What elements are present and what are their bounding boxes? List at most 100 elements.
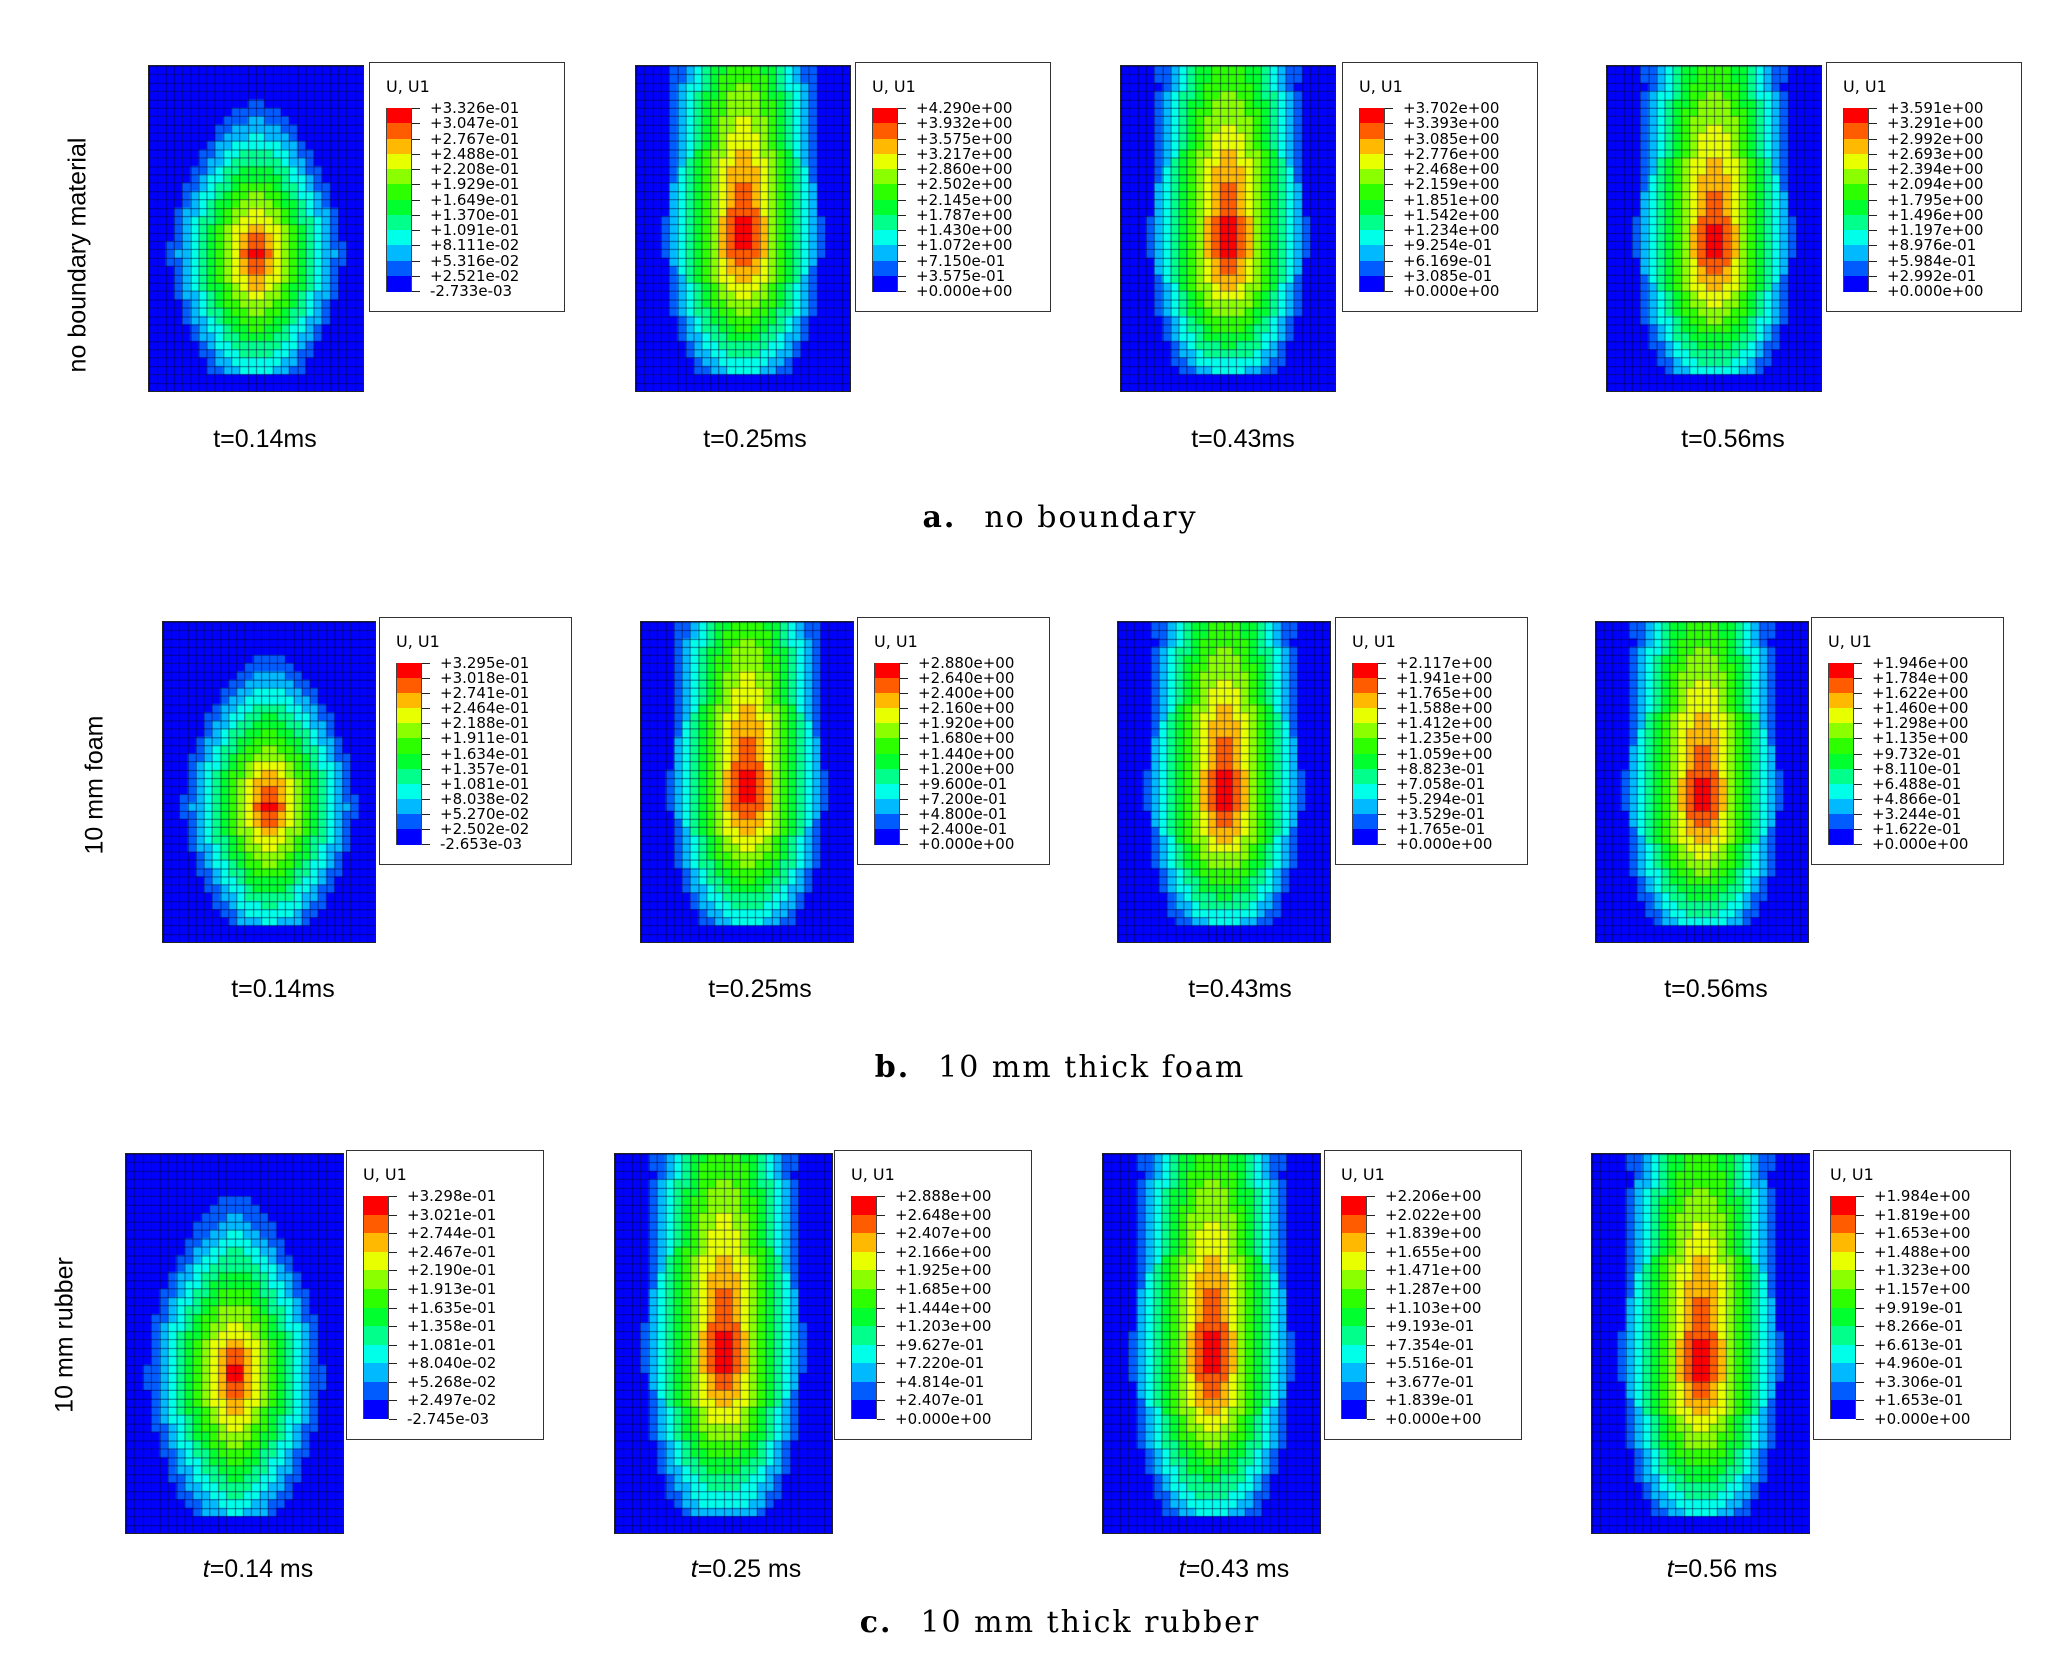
legend-tick: [1367, 1233, 1375, 1235]
legend-value: +2.022e+00: [1385, 1205, 1482, 1224]
legend-tick: [1378, 708, 1386, 710]
legend-swatch: [1341, 1288, 1367, 1308]
legend-value: +2.693e+00: [1887, 144, 1984, 163]
legend-value: +1.091e-01: [430, 221, 520, 239]
legend-swatch: [386, 275, 412, 292]
legend-value: +4.800e-01: [918, 804, 1008, 823]
legend-swatch: [1352, 693, 1378, 710]
legend-tick: [1856, 1251, 1864, 1253]
legend-value: +2.648e+00: [895, 1205, 992, 1224]
legend-swatch: [1359, 275, 1385, 292]
caption-letter: b.: [874, 1050, 911, 1085]
legend-title: U, U1: [1341, 1165, 1385, 1184]
legend-swatch: [396, 663, 422, 679]
legend-value: +1.851e+00: [1403, 190, 1500, 209]
legend-tick: [877, 1363, 885, 1365]
legend-tick: [877, 1251, 885, 1253]
legend-swatch: [874, 708, 900, 725]
legend-swatch: [851, 1344, 877, 1364]
legend-title: U, U1: [1828, 632, 1872, 651]
legend-tick: [1378, 813, 1386, 815]
legend-tick: [1378, 798, 1386, 800]
legend-value: +9.600e-01: [918, 774, 1008, 793]
time-value: =0.14 ms: [209, 1555, 314, 1583]
time-label: t=0.14 ms: [203, 1555, 313, 1584]
legend-swatch: [1828, 663, 1854, 679]
legend-swatch: [1828, 708, 1854, 725]
legend-swatch: [874, 678, 900, 695]
legend-swatch: [1352, 723, 1378, 740]
legend-value: -2.653e-03: [440, 835, 523, 853]
legend-tick: [877, 1344, 885, 1346]
time-label: t=0.56 ms: [1667, 1555, 1777, 1584]
legend-swatch: [363, 1307, 389, 1327]
legend-tick: [900, 708, 908, 710]
legend-tick: [1854, 708, 1862, 710]
legend-tick: [900, 844, 908, 845]
row-label: 10 mm rubber: [50, 1257, 79, 1413]
legend-value: +0.000e+00: [918, 835, 1015, 853]
legend-swatch: [1359, 199, 1385, 216]
legend-value: +1.649e-01: [430, 190, 520, 209]
caption-text: 10 mm thick rubber: [920, 1605, 1261, 1640]
legend-value: +9.732e-01: [1872, 744, 1962, 763]
legend-swatch: [396, 708, 422, 725]
legend-value: +2.488e-01: [430, 144, 520, 163]
legend-tick: [900, 798, 908, 800]
legend-tick: [1854, 663, 1862, 664]
legend-swatch: [1843, 245, 1869, 262]
legend-value: +3.298e-01: [407, 1187, 497, 1205]
legend-value: +4.814e-01: [895, 1372, 985, 1391]
legend-swatch: [1843, 123, 1869, 140]
legend-swatch: [1830, 1288, 1856, 1308]
contour-plot: [615, 1154, 832, 1533]
legend-swatch: [363, 1363, 389, 1383]
legend-swatch: [1843, 275, 1869, 292]
legend-swatch: [363, 1270, 389, 1290]
legend-tick: [1378, 768, 1386, 770]
legend-swatch: [396, 678, 422, 695]
legend-swatch: [1828, 768, 1854, 785]
legend-swatch: [1830, 1196, 1856, 1215]
legend-swatch: [386, 230, 412, 246]
legend-swatch: [1843, 184, 1869, 201]
legend-tick: [1856, 1419, 1864, 1420]
legend-tick: [1854, 753, 1862, 755]
legend-swatch: [1341, 1363, 1367, 1383]
legend-value: +1.370e-01: [430, 205, 520, 224]
legend-value: +5.316e-02: [430, 251, 520, 270]
legend-value: +0.000e+00: [1887, 282, 1984, 300]
legend-swatch: [1341, 1326, 1367, 1346]
legend-swatch: [1830, 1326, 1856, 1346]
legend-swatch: [386, 153, 412, 170]
time-label: t=0.43ms: [1188, 975, 1292, 1004]
legend-value: +1.941e+00: [1396, 669, 1493, 688]
color-legend: U, U1 +3.298e-01 +3.021e-01 +2.744e-01 +2.46…: [346, 1150, 544, 1440]
legend-swatch: [1352, 783, 1378, 800]
row-caption: b. 10 mm thick foam: [875, 1050, 1246, 1085]
legend-value: +1.460e+00: [1872, 699, 1969, 718]
legend-value: +1.588e+00: [1396, 699, 1493, 718]
legend-swatch: [1830, 1400, 1856, 1420]
legend-tick: [1378, 753, 1386, 755]
legend-tick: [900, 768, 908, 770]
legend-value: +9.919e-01: [1874, 1298, 1964, 1317]
legend-value: -2.745e-03: [407, 1410, 490, 1428]
legend-tick: [1385, 260, 1393, 262]
caption-text: no boundary: [984, 500, 1198, 535]
legend-tick: [412, 169, 420, 170]
legend-swatch: [872, 275, 898, 292]
legend-swatch: [872, 230, 898, 246]
legend-value: +1.412e+00: [1396, 714, 1493, 733]
caption-letter: a.: [922, 500, 957, 535]
legend-tick: [877, 1326, 885, 1328]
legend-value: +3.932e+00: [916, 114, 1013, 133]
time-variable: t: [1666, 1555, 1674, 1583]
legend-swatch: [363, 1251, 389, 1271]
legend-title: U, U1: [1830, 1165, 1874, 1184]
legend-tick: [898, 153, 906, 155]
legend-swatch: [363, 1381, 389, 1401]
legend-tick: [1854, 768, 1862, 770]
legend-tick: [1869, 108, 1877, 109]
legend-tick: [1856, 1363, 1864, 1365]
